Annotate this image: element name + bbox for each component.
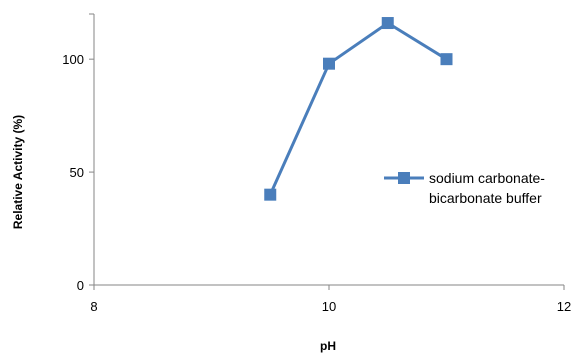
legend-marker-swatch bbox=[398, 172, 410, 184]
data-point-marker bbox=[323, 57, 335, 70]
y-tick-label: 100 bbox=[62, 52, 84, 67]
data-point-marker bbox=[264, 188, 277, 201]
data-point-marker bbox=[440, 53, 453, 66]
series-layer bbox=[264, 17, 453, 201]
x-axis-title: pH bbox=[320, 339, 336, 353]
y-tick-label: 50 bbox=[70, 165, 84, 180]
data-point-marker bbox=[381, 17, 394, 30]
legend-label: sodium carbonate- bbox=[429, 170, 545, 186]
legend-label: bicarbonate buffer bbox=[429, 190, 542, 206]
series-line bbox=[268, 21, 448, 196]
x-tick-label: 8 bbox=[90, 299, 97, 314]
legend: sodium carbonate-bicarbonate buffer bbox=[384, 170, 545, 206]
x-tick-label: 12 bbox=[557, 299, 571, 314]
y-tick-label: 0 bbox=[77, 278, 84, 293]
axes: 0 50 100 8 10 12 bbox=[62, 13, 571, 314]
x-tick-label: 10 bbox=[322, 299, 336, 314]
y-axis-title: Relative Activity (%) bbox=[11, 115, 25, 229]
